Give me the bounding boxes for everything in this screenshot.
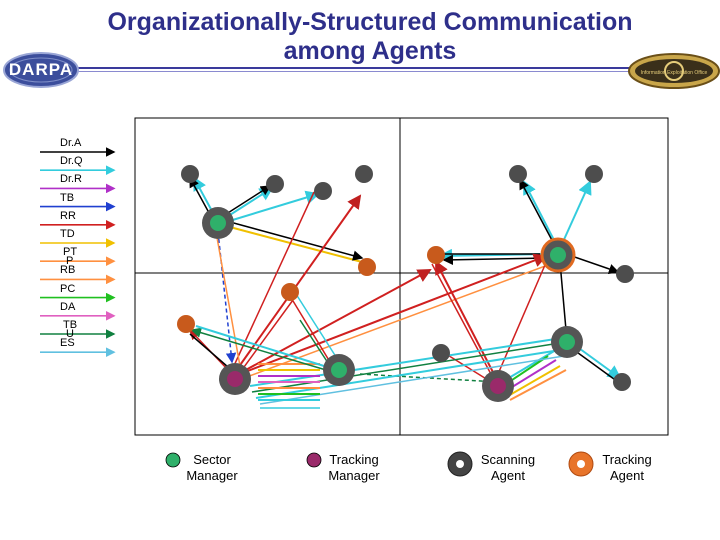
legend-label: TB xyxy=(63,319,78,331)
communication-links xyxy=(188,176,622,409)
key-sector-manager-line1: Sector xyxy=(193,452,231,467)
key-tracking-manager-line2: Manager xyxy=(328,468,380,483)
legend-label: DA xyxy=(60,300,76,313)
key-tracking-manager: Tracking Manager xyxy=(323,452,385,484)
legend-label: TD xyxy=(60,228,75,240)
darpa-logo-text: DARPA xyxy=(8,60,74,79)
legend-label: PT xyxy=(63,246,78,259)
scanning-agent xyxy=(613,373,631,391)
scanning-agent xyxy=(432,344,450,362)
key-scanning-agent-line2: Agent xyxy=(491,468,525,483)
title-line-2: among Agents xyxy=(283,37,457,65)
ixo-logo-text: Information Exploitation Office xyxy=(641,70,708,76)
scanning-agent xyxy=(266,175,284,193)
scanning-agent xyxy=(314,182,332,200)
title-rule xyxy=(60,67,650,69)
key-tracking-manager-icon xyxy=(306,452,322,468)
tracking-agent xyxy=(358,258,376,276)
title-line-1: Organizationally-Structured Communicatio… xyxy=(107,8,633,36)
key-scanning-agent: Scanning Agent xyxy=(476,452,540,484)
key-tracking-manager-line1: Tracking xyxy=(329,452,379,467)
key-sector-manager: Sector Manager xyxy=(182,452,242,484)
scanning-agent xyxy=(509,165,527,183)
legend-label: PC xyxy=(60,282,76,295)
legend-label: ES xyxy=(60,337,75,350)
key-sector-manager-line2: Manager xyxy=(186,468,238,483)
tracking-agent xyxy=(427,246,445,264)
legend-label: RR xyxy=(60,209,76,222)
key-tracking-agent: Tracking Agent xyxy=(596,452,658,484)
scanning-agent xyxy=(585,165,603,183)
title-rule-thin xyxy=(60,71,650,72)
legend-label: RB xyxy=(60,264,76,277)
key-tracking-agent-line1: Tracking xyxy=(602,452,652,467)
legend-overlap-label: U xyxy=(66,328,74,340)
tracking-agent xyxy=(177,315,195,333)
legend-label: Dr.A xyxy=(60,137,82,149)
legend-overlap-label: P xyxy=(66,255,74,268)
slide-title: Organizationally-Structured Communicatio… xyxy=(40,8,700,66)
key-tracking-agent-line2: Agent xyxy=(610,468,644,483)
legend-label: Dr.R xyxy=(60,173,82,186)
legend-label: TB xyxy=(60,191,75,204)
scanning-agent xyxy=(355,165,373,183)
ixo-logo: Information Exploitation Office xyxy=(628,53,720,89)
node-key xyxy=(165,451,594,477)
key-sector-manager-icon xyxy=(165,452,181,468)
agent-nodes xyxy=(177,165,634,402)
scanning-agent xyxy=(616,265,634,283)
tracking-agent xyxy=(281,283,299,301)
sector-grid xyxy=(134,117,669,436)
legend-label: Dr.Q xyxy=(60,155,83,168)
scanning-agent xyxy=(181,165,199,183)
message-legend xyxy=(40,147,116,357)
darpa-logo xyxy=(3,52,79,88)
key-scanning-agent-line1: Scanning xyxy=(480,452,536,467)
